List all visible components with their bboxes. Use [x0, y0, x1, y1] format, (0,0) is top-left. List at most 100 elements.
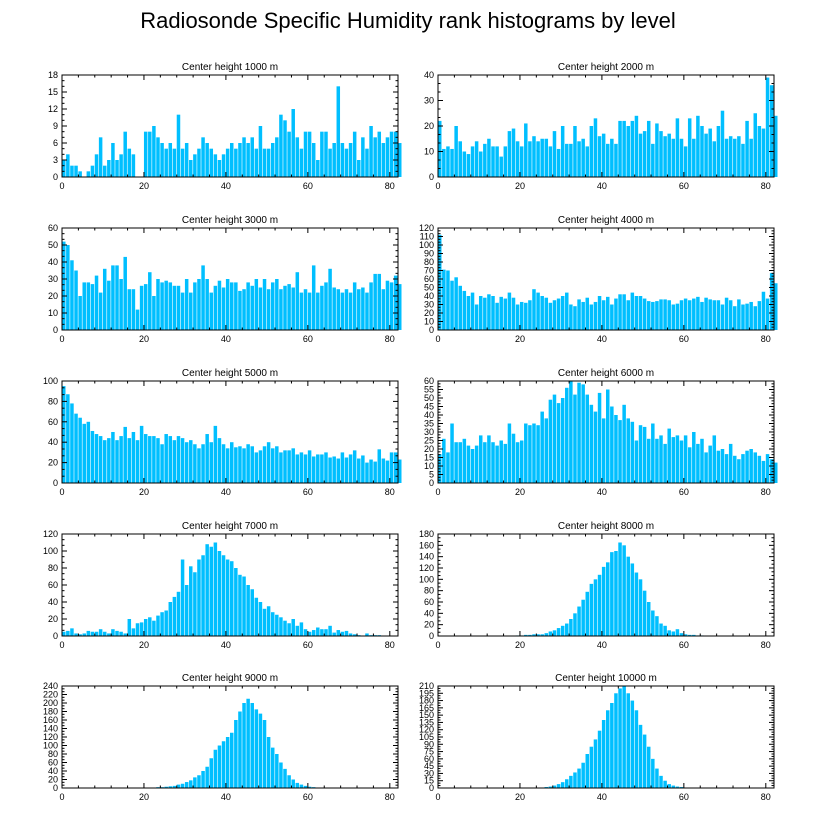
histogram-bar: [254, 597, 259, 636]
histogram-bar: [303, 785, 308, 788]
histogram-bar: [552, 300, 557, 330]
histogram-bar: [303, 629, 308, 636]
histogram-bar: [692, 138, 696, 177]
y-tick-label: 120: [419, 725, 434, 735]
histogram-bar: [266, 289, 271, 330]
y-tick-label: 0: [53, 478, 58, 488]
histogram-bar: [143, 434, 148, 483]
histogram-bar: [172, 148, 177, 177]
histogram-bar: [765, 298, 770, 330]
y-tick-label: 100: [43, 546, 58, 556]
histogram-bar: [238, 574, 242, 636]
histogram-bar: [234, 148, 238, 177]
histogram-bar: [275, 446, 279, 483]
y-tick-label: 9: [53, 121, 58, 131]
x-tick-label: 20: [139, 334, 149, 344]
histogram-bar: [606, 296, 610, 330]
histogram-bar: [307, 131, 312, 177]
histogram-bar: [642, 590, 647, 636]
histogram-bar: [614, 551, 618, 636]
histogram-bar: [205, 766, 209, 788]
histogram-bar: [254, 709, 259, 788]
histogram-bar: [577, 382, 581, 483]
histogram-bar: [311, 630, 316, 636]
histogram-bar: [225, 279, 230, 330]
histogram-bar: [398, 459, 402, 483]
histogram-bar: [201, 265, 205, 330]
histogram-bar: [610, 552, 614, 636]
x-tick-label: 0: [435, 792, 440, 802]
y-tick-label: 80: [48, 396, 58, 406]
panel-title: Center height 4000 m: [558, 215, 654, 226]
histogram-bar: [111, 143, 115, 177]
histogram-bar: [107, 280, 111, 330]
histogram-bar: [184, 279, 189, 330]
histogram-bar: [209, 442, 214, 483]
histogram-bar: [352, 634, 357, 636]
histogram-bar: [123, 256, 127, 330]
histogram-bar: [560, 625, 565, 636]
histogram-bar: [246, 444, 250, 483]
histogram-bar: [344, 630, 349, 636]
histogram-bar: [201, 137, 205, 177]
histogram-bar: [238, 446, 242, 483]
histogram-bar: [324, 282, 328, 330]
histogram-bar: [393, 452, 398, 483]
histogram-bar: [131, 432, 136, 483]
y-tick-label: 200: [43, 698, 58, 708]
histogram-bar: [139, 285, 144, 330]
histogram-bar: [646, 438, 651, 483]
histogram-bar: [127, 148, 132, 177]
histogram-bar: [86, 630, 91, 636]
histogram-bar: [377, 273, 382, 330]
histogram-bar: [761, 460, 766, 483]
y-tick-label: 30: [48, 274, 58, 284]
y-tick-label: 45: [424, 402, 434, 412]
histogram-bar: [667, 784, 671, 788]
histogram-bar: [454, 126, 458, 177]
histogram-bar: [176, 784, 181, 788]
histogram-bar: [393, 275, 398, 330]
histogram-bar: [324, 131, 328, 177]
y-tick-label: 80: [424, 257, 434, 267]
y-tick-label: 80: [48, 749, 58, 759]
histogram-bar: [78, 634, 82, 636]
histogram-bar: [336, 630, 341, 636]
histogram-bar: [180, 438, 185, 483]
histogram-bar: [446, 146, 450, 177]
histogram-bar: [495, 302, 499, 330]
histogram-bar: [556, 784, 561, 788]
histogram-bar: [450, 423, 454, 483]
histogram-bar: [246, 143, 250, 177]
histogram-bar: [217, 745, 222, 788]
histogram-bar: [540, 296, 544, 330]
histogram-bar: [733, 306, 737, 330]
histogram-bar: [712, 141, 717, 177]
histogram-bar: [172, 785, 177, 788]
histogram-bar: [610, 703, 614, 788]
histogram-bar: [172, 440, 177, 483]
histogram-bar: [728, 136, 733, 177]
histogram-bar: [94, 154, 99, 177]
histogram-bar: [606, 389, 610, 483]
y-tick-label: 40: [424, 410, 434, 420]
histogram-bar: [491, 442, 495, 483]
histogram-bar: [569, 143, 573, 177]
histogram-bar: [507, 292, 512, 330]
histogram-bar: [184, 782, 189, 788]
histogram-bar: [275, 754, 279, 788]
histogram-bar: [168, 143, 173, 177]
histogram-bar: [491, 146, 495, 177]
histogram-bar: [462, 151, 467, 177]
histogram-bar: [324, 452, 328, 483]
histogram-bar: [213, 285, 218, 330]
histogram-bar: [197, 279, 201, 330]
x-tick-label: 20: [515, 640, 525, 650]
histogram-bar: [651, 301, 655, 330]
histogram-bar: [250, 446, 254, 483]
y-tick-label: 30: [424, 96, 434, 106]
histogram-bar: [139, 425, 144, 483]
y-tick-label: 80: [48, 563, 58, 573]
histogram-bar: [328, 148, 332, 177]
histogram-bar: [168, 436, 173, 483]
